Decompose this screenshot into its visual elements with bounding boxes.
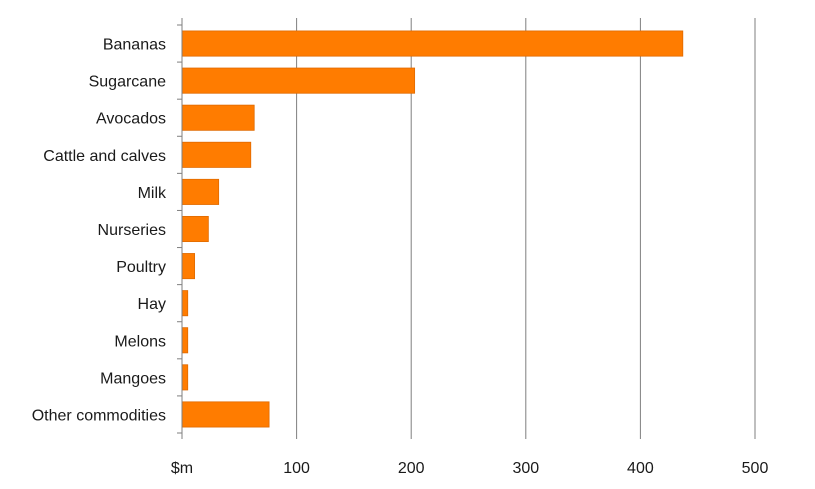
x-tick-labels: $m 100 200 300 400 500 xyxy=(171,460,769,477)
bar-sugarcane xyxy=(181,67,416,94)
category-label-hay: Hay xyxy=(138,296,166,313)
bar-avocados xyxy=(181,104,255,131)
category-label-avocados: Avocados xyxy=(96,111,166,128)
x-tick-label-500: 500 xyxy=(742,460,769,477)
bar-melons xyxy=(181,327,189,354)
bars xyxy=(181,30,684,428)
bar-bananas xyxy=(181,30,684,57)
category-label-sugarcane: Sugarcane xyxy=(89,74,166,91)
x-tick-label-200: 200 xyxy=(398,460,425,477)
category-label-nurseries: Nurseries xyxy=(98,222,166,239)
category-label-bananas: Bananas xyxy=(103,37,166,54)
x-tick-label-100: 100 xyxy=(283,460,310,477)
bar-hay xyxy=(181,290,189,317)
bar-milk xyxy=(181,178,220,205)
bar-poultry xyxy=(181,253,196,280)
category-label-milk: Milk xyxy=(138,185,167,202)
category-label-mangoes: Mangoes xyxy=(100,370,166,387)
category-label-other-commodities: Other commodities xyxy=(32,407,166,424)
bar-mangoes xyxy=(181,364,189,391)
x-tick-label-0: $m xyxy=(171,460,193,477)
x-tick-label-300: 300 xyxy=(512,460,539,477)
bar-nurseries xyxy=(181,215,209,243)
category-label-poultry: Poultry xyxy=(116,259,166,276)
category-label-cattle-and-calves: Cattle and calves xyxy=(43,148,166,165)
x-tick-label-400: 400 xyxy=(627,460,654,477)
bar-cattle-and-calves xyxy=(181,141,252,168)
category-label-melons: Melons xyxy=(114,333,166,350)
bar-other-commodities xyxy=(181,401,270,428)
category-labels: Bananas Sugarcane Avocados Cattle and calve… xyxy=(32,37,167,425)
axes xyxy=(177,18,183,439)
